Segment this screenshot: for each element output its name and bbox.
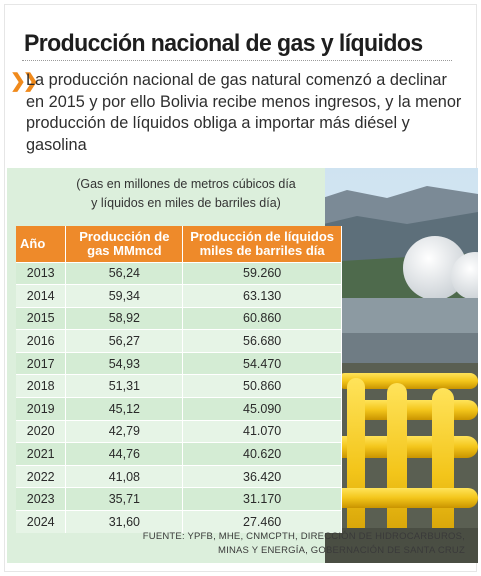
cell-year: 2019 (16, 397, 67, 421)
units-note-line-1: (Gas en millones de metros cúbicos día (76, 177, 296, 191)
cell-year: 2024 (16, 510, 67, 534)
cell-liquids: 50.860 (182, 374, 342, 398)
cell-liquids: 36.420 (182, 464, 342, 488)
cell-liquids: 60.860 (182, 306, 342, 330)
header-liquids: Producción de líquidos miles de barriles… (182, 226, 342, 262)
cell-gas: 56,24 (65, 261, 184, 285)
table-row: 2014 59,34 63.130 (16, 284, 342, 308)
cell-gas: 41,08 (65, 464, 184, 488)
cell-gas: 58,92 (65, 306, 184, 330)
cell-year: 2021 (16, 442, 67, 466)
table-body: 2013 56,24 59.260 2014 59,34 63.130 2015 58,92 6… (16, 261, 342, 534)
table-row: 2015 58,92 60.860 (16, 306, 342, 330)
units-note: (Gas en millones de metros cúbicos día y… (56, 175, 316, 213)
header-gas: Producción de gas MMmcd (65, 226, 184, 262)
cell-gas: 35,71 (65, 487, 184, 511)
cell-liquids: 56.680 (182, 329, 342, 353)
source-line-1: FUENTE: YPFB, MHE, CNMCPTH, DIRECCIÓN DE… (142, 531, 465, 542)
cell-liquids: 41.070 (182, 419, 342, 443)
table-row: 2017 54,93 54.470 (16, 351, 342, 375)
table-row: 2019 45,12 45.090 (16, 397, 342, 421)
cell-year: 2014 (16, 284, 67, 308)
header-year: Año (16, 226, 67, 262)
cell-gas: 45,12 (65, 397, 184, 421)
cell-liquids: 54.470 (182, 351, 342, 375)
cell-gas: 59,34 (65, 284, 184, 308)
production-table: Año Producción de gas MMmcd Producción d… (16, 226, 342, 534)
source-credit: FUENTE: YPFB, MHE, CNMCPTH, DIRECCIÓN DE… (143, 530, 465, 558)
cell-gas: 54,93 (65, 351, 184, 375)
cell-liquids: 31.170 (182, 487, 342, 511)
table-row: 2023 35,71 31.170 (16, 487, 342, 511)
units-note-line-2: y líquidos en miles de barriles día) (91, 196, 281, 210)
cell-year: 2023 (16, 487, 67, 511)
cell-year: 2018 (16, 374, 67, 398)
table-row: 2020 42,79 41.070 (16, 419, 342, 443)
cell-liquids: 59.260 (182, 261, 342, 285)
cell-gas: 51,31 (65, 374, 184, 398)
cell-year: 2013 (16, 261, 67, 285)
table-row: 2021 44,76 40.620 (16, 442, 342, 466)
cell-gas: 44,76 (65, 442, 184, 466)
cell-year: 2020 (16, 419, 67, 443)
table-row: 2024 31,60 27.460 (16, 510, 342, 534)
title-divider (22, 60, 452, 61)
page-title: Producción nacional de gas y líquidos (24, 30, 423, 57)
table-row: 2013 56,24 59.260 (16, 261, 342, 285)
cell-year: 2015 (16, 306, 67, 330)
cell-year: 2022 (16, 464, 67, 488)
cell-liquids: 27.460 (182, 510, 342, 534)
double-chevron-right-icon: ❯❯ (10, 71, 39, 92)
cell-gas: 31,60 (65, 510, 184, 534)
lead-paragraph: La producción nacional de gas natural co… (26, 71, 462, 154)
cell-liquids: 40.620 (182, 442, 342, 466)
table-row: 2022 41,08 36.420 (16, 464, 342, 488)
cell-liquids: 63.130 (182, 284, 342, 308)
cell-year: 2017 (16, 351, 67, 375)
table-row: 2018 51,31 50.860 (16, 374, 342, 398)
cell-gas: 42,79 (65, 419, 184, 443)
cell-gas: 56,27 (65, 329, 184, 353)
cell-year: 2016 (16, 329, 67, 353)
source-line-2: MINAS Y ENERGÍA, GOBERNACIÓN DE SANTA CR… (218, 545, 465, 556)
cell-liquids: 45.090 (182, 397, 342, 421)
table-header-row: Año Producción de gas MMmcd Producción d… (16, 226, 342, 262)
table-row: 2016 56,27 56.680 (16, 329, 342, 353)
